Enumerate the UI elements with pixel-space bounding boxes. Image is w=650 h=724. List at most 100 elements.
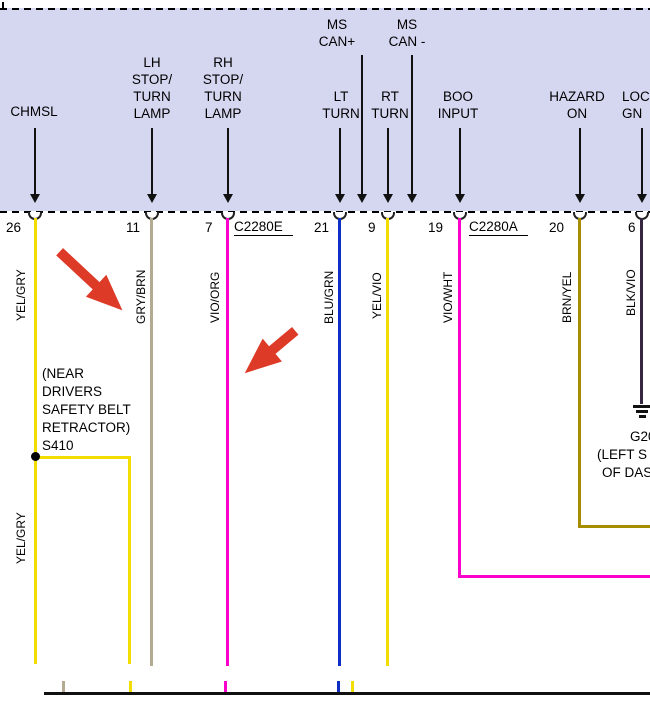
label-line: STOP/ <box>202 72 244 87</box>
label-lt-turn: LT TURN <box>316 88 366 122</box>
stub-wire-label: BLU/GRN <box>327 696 339 724</box>
pin-arrow-head <box>575 194 585 203</box>
stub-wire <box>351 681 354 692</box>
label-line: LT <box>333 89 349 104</box>
pin-arrow-head <box>30 194 40 203</box>
pin-number: 11 <box>126 220 141 235</box>
label-line: BOO <box>442 89 473 104</box>
label-line: MS <box>326 17 348 32</box>
wire-label: YEL/VIO <box>370 272 384 320</box>
wire-brn-yel <box>578 218 581 528</box>
label-ms-can-minus: MS CAN - <box>377 16 437 50</box>
wire-label: BLU/GRN <box>322 270 336 324</box>
connector-id-c2280a: C2280A <box>469 219 528 236</box>
annotation-arrow <box>235 319 305 384</box>
wire-label: BRN/YEL <box>560 271 574 323</box>
annotation-arrow-svg <box>244 326 299 374</box>
note-line: SAFETY BELT <box>42 402 131 417</box>
pin-number: 19 <box>428 220 444 235</box>
wire-brn-yel <box>578 525 650 528</box>
wire-vio-wht <box>458 218 461 578</box>
component-border-bottom <box>0 211 650 213</box>
annotation-arrow-svg <box>56 248 123 311</box>
label-line: LAMP <box>204 106 242 121</box>
component-border-top <box>0 8 650 10</box>
note-line: (NEAR <box>42 366 85 381</box>
pin-arrow-line <box>34 128 36 195</box>
next-section-border <box>44 692 650 695</box>
note-line: DRIVERS <box>42 384 103 399</box>
ground-label: OF DAS <box>602 465 650 480</box>
ground-label: G20 <box>630 429 650 444</box>
pin-number: 20 <box>549 220 565 235</box>
pin-arrow-line <box>579 128 581 195</box>
label-line: CHMSL <box>10 104 58 119</box>
label-chmsl: CHMSL <box>4 103 64 120</box>
note-line: RETRACTOR) <box>42 420 131 435</box>
label-line: GN <box>622 106 643 121</box>
wire-vio-wht <box>458 575 650 578</box>
connector-id-c2280e: C2280E <box>234 219 293 236</box>
label-line: LAMP <box>133 106 171 121</box>
stub-wire-label: GRY/BRN <box>52 696 64 724</box>
ground-icon <box>639 415 646 418</box>
can-minus-arrow-line <box>411 55 413 195</box>
stub-wire <box>224 681 227 692</box>
pin-arrow-line <box>151 128 153 195</box>
label-loc-gn: LOC GN <box>622 88 650 122</box>
ground-label: (LEFT S <box>597 447 648 462</box>
splice-dot <box>31 452 40 461</box>
pin-arrow-head <box>223 194 233 203</box>
label-lh-stop-turn-lamp: LH STOP/ TURN LAMP <box>122 54 182 122</box>
component-box <box>0 8 650 211</box>
label-boo-input: BOO INPUT <box>428 88 488 122</box>
label-line: INPUT <box>437 106 479 121</box>
wire-label: VIO/WHT <box>441 271 455 323</box>
wire-gry-brn <box>150 218 153 666</box>
arrow-icon <box>244 326 299 374</box>
label-hazard-on: HAZARD ON <box>542 88 612 122</box>
label-ms-can-plus: MS CAN+ <box>307 16 367 50</box>
wire-yel-vio <box>386 218 389 666</box>
label-line: TURN <box>322 106 360 121</box>
label-line: LH <box>143 55 161 70</box>
pin-arrow-head <box>335 194 345 203</box>
label-line: ON <box>566 106 588 121</box>
stub-wire <box>337 681 340 692</box>
annotation-arrow <box>49 241 132 322</box>
label-line: CAN - <box>388 34 426 49</box>
stub-wire <box>129 681 132 692</box>
wire-label: GRY/BRN <box>134 269 148 325</box>
stub-wire-label: YEL/GRY <box>119 696 131 724</box>
wire-blk-vio <box>640 218 643 404</box>
label-line: TURN <box>133 89 171 104</box>
ground-icon <box>636 410 648 413</box>
pin-arrow-line <box>339 128 341 195</box>
pin-arrow-head <box>383 194 393 203</box>
splice-note: (NEAR DRIVERS SAFETY BELT RETRACTOR) S41… <box>42 365 131 455</box>
label-line: HAZARD <box>549 89 605 104</box>
wire-yel-gry-branch <box>34 456 131 459</box>
wire-yel-gry-branch <box>128 456 131 664</box>
pin-arrow-line <box>459 128 461 195</box>
pin-number: 7 <box>205 220 213 235</box>
wire-blu-grn <box>338 218 341 666</box>
label-line: CAN+ <box>318 34 356 49</box>
stub-wire-label: YEL/VIO <box>341 696 353 724</box>
arrow-icon <box>56 248 123 311</box>
pin-number: 21 <box>314 220 330 235</box>
pin-arrow-head <box>455 194 465 203</box>
note-line: S410 <box>42 438 74 453</box>
pin-arrow-line <box>641 128 643 195</box>
label-line: RH <box>213 55 233 70</box>
stub-wire-label: VIO/ORG <box>214 696 226 724</box>
wire-yel-gry <box>34 218 37 664</box>
upper-component-border-fragment <box>2 0 4 9</box>
label-line: LOC <box>622 89 650 104</box>
pin-number: 26 <box>6 220 22 235</box>
pin-arrow-line <box>387 128 389 195</box>
stub-wire <box>62 681 65 692</box>
label-line: TURN <box>371 106 409 121</box>
can-plus-arrow-line <box>361 55 363 195</box>
